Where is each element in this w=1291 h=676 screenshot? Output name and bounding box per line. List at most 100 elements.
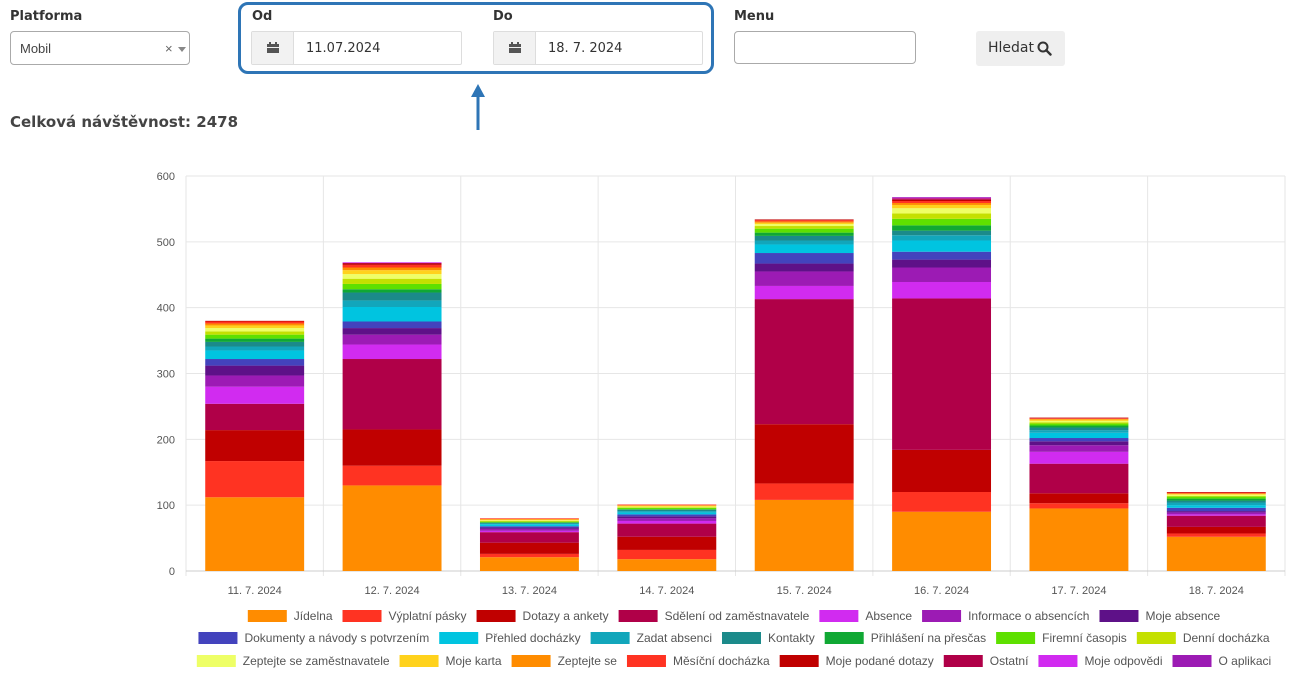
legend-swatch [439, 632, 479, 644]
x-tick-label: 11. 7. 2024 [228, 585, 282, 597]
bar-segment [1029, 419, 1129, 421]
bar-segment [1029, 432, 1129, 439]
bar-segment [479, 520, 579, 522]
bar-segment [892, 511, 992, 571]
bar-segment [205, 386, 305, 404]
bar-segment [205, 461, 305, 498]
legend-swatch [1136, 632, 1176, 644]
bar-segment [479, 528, 579, 531]
bar-segment [205, 323, 305, 326]
bar-segment [1029, 441, 1129, 446]
bar-segment [892, 201, 992, 203]
date-range-highlight [238, 2, 714, 74]
bar-segment [1166, 495, 1266, 497]
bar-segment [617, 516, 717, 519]
bar-segment [479, 518, 579, 520]
legend-swatch [943, 655, 983, 667]
bar-segment [617, 523, 717, 537]
search-button-label: Hledat [988, 40, 1034, 56]
bar-segment [892, 225, 992, 231]
calendar-icon [509, 42, 521, 53]
search-button[interactable]: Hledat [976, 31, 1065, 66]
date-to-input[interactable]: 18. 7. 2024 [548, 41, 623, 56]
bar-segment [205, 403, 305, 431]
bar-segment [892, 235, 992, 241]
bar-segment [1166, 500, 1266, 503]
date-from-picker[interactable]: 11.07.2024 [251, 31, 462, 65]
date-from-input[interactable]: 11.07.2024 [306, 41, 381, 56]
bar-segment [754, 235, 854, 241]
bar-segment [617, 549, 717, 560]
bar-segment [1029, 422, 1129, 424]
bar-segment [1029, 430, 1129, 433]
y-tick-label: 600 [157, 171, 175, 183]
legend-swatch [824, 632, 864, 644]
bar-segment [892, 197, 992, 199]
bar-segment [1029, 418, 1129, 419]
bar-segment [479, 532, 579, 543]
legend-label: O aplikaci [1219, 654, 1272, 668]
bar-segment [892, 208, 992, 214]
bar-segment [342, 485, 442, 571]
chevron-down-icon[interactable] [178, 47, 186, 52]
legend-swatch [618, 610, 658, 622]
date-from-addon[interactable] [252, 32, 294, 64]
bar-segment [892, 259, 992, 268]
bar-segment [1029, 418, 1129, 420]
bar-segment [1166, 514, 1266, 516]
bar-segment [1029, 420, 1129, 423]
x-tick-label: 12. 7. 2024 [365, 585, 420, 597]
bar-segment [479, 520, 579, 521]
bar-segment [754, 285, 854, 300]
bar-segment [1166, 492, 1266, 493]
platform-select[interactable]: Mobil × [10, 31, 190, 65]
bar-segment [205, 341, 305, 347]
date-to-addon[interactable] [494, 32, 536, 64]
bar-segment [754, 224, 854, 227]
bar-segment [479, 557, 579, 571]
bar-segment [754, 499, 854, 571]
x-tick-label: 18. 7. 2024 [1189, 585, 1244, 597]
bar-segment [892, 251, 992, 260]
legend-label: Jídelna [294, 609, 333, 623]
bar-segment [1166, 502, 1266, 506]
bar-segment [1029, 417, 1129, 419]
date-to-picker[interactable]: 18. 7. 2024 [493, 31, 703, 65]
total-visits: Celková návštěvnost: 2478 [10, 113, 239, 131]
bar-segment [342, 262, 442, 263]
legend-swatch [399, 655, 439, 667]
menu-input[interactable] [734, 31, 916, 64]
bar-segment [754, 240, 854, 245]
bar-segment [617, 559, 717, 571]
bar-segment [892, 449, 992, 492]
y-tick-label: 100 [157, 500, 175, 512]
legend-swatch [590, 632, 630, 644]
search-icon [1037, 41, 1052, 56]
bar-segment [479, 519, 579, 521]
bar-segment [754, 219, 854, 221]
bar-segment [205, 325, 305, 329]
bar-segment [754, 299, 854, 425]
legend-label: Zeptejte se zaměstnavatele [243, 654, 390, 668]
bar-segment [617, 506, 717, 508]
bar-segment [892, 267, 992, 282]
clear-icon[interactable]: × [165, 41, 173, 56]
bar-segment [479, 522, 579, 523]
legend-label: Zeptejte se [558, 654, 618, 668]
x-tick-label: 15. 7. 2024 [777, 585, 832, 597]
legend-label: Zadat absenci [637, 631, 712, 645]
bar-segment [479, 518, 579, 519]
bar-segment [205, 365, 305, 376]
bar-segment [754, 424, 854, 484]
bar-segment [1166, 493, 1266, 494]
bar-segment [754, 220, 854, 222]
bar-segment [754, 244, 854, 254]
bar-segment [479, 553, 579, 558]
bar-segment [342, 289, 442, 293]
bar-segment [205, 328, 305, 332]
bar-segment [342, 292, 442, 301]
bar-segment [479, 527, 579, 529]
bar-segment [342, 283, 442, 290]
bar-segment [342, 359, 442, 430]
